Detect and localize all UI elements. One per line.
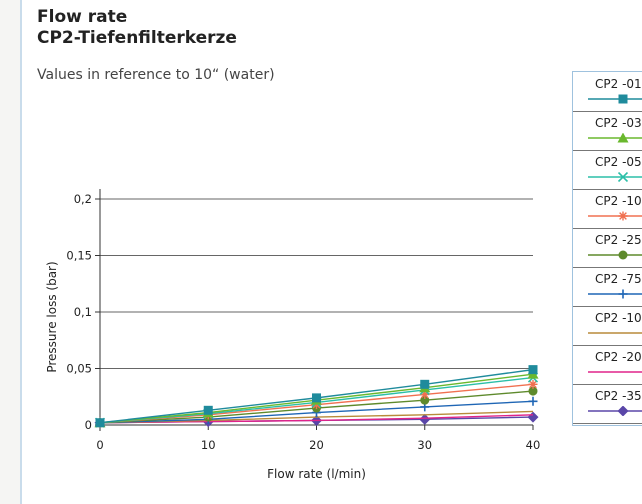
legend-swatch-marker: [618, 289, 628, 299]
series-cp2-200: [99, 414, 534, 424]
legend-swatch-marker: [617, 172, 629, 182]
data-point: [420, 389, 430, 399]
data-point: [419, 413, 431, 425]
y-tick-label: 0,1: [74, 305, 92, 319]
series-line: [99, 410, 534, 424]
y-tick-label: 0: [85, 418, 92, 432]
legend-item: CP2 -10: [573, 189, 642, 229]
legend-swatch-marker: [617, 406, 629, 416]
legend-swatch: [588, 289, 642, 299]
legend-item: CP2 -25: [573, 228, 642, 268]
legend-label: CP2 -100: [595, 311, 642, 325]
legend-label: CP2 -03: [595, 116, 642, 130]
data-point: [95, 418, 105, 428]
chart-title: Flow rate CP2-Tiefenfilterkerze: [37, 7, 237, 49]
y-tick-label: 0,15: [66, 249, 92, 263]
legend-label: CP2 -350: [595, 389, 642, 403]
legend-swatch-marker: [618, 94, 628, 104]
legend-item: CP2 -75: [573, 267, 642, 307]
legend-item: CP2 -01: [573, 72, 642, 112]
series-cp2-01: [95, 365, 538, 428]
data-point: [203, 405, 213, 415]
legend-swatch: [588, 332, 642, 334]
x-tick-label: 20: [309, 438, 324, 452]
legend-item: CP2 -05: [573, 150, 642, 190]
legend-swatch: [588, 371, 642, 373]
x-tick-label: 10: [201, 438, 216, 452]
legend-item: CP2 -03: [573, 111, 642, 151]
x-axis-title: Flow rate (l/min): [267, 467, 366, 481]
series-line: [99, 414, 534, 424]
series-cp2-100: [99, 410, 534, 424]
legend-swatch-marker: [618, 211, 628, 221]
data-point: [312, 393, 321, 403]
legend-item: CP2 -100: [573, 306, 642, 346]
legend-swatch: [588, 406, 642, 416]
title-line-1: Flow rate: [37, 7, 128, 27]
legend-label: CP2 -01: [595, 77, 642, 91]
data-point: [528, 365, 538, 375]
legend-swatch: [588, 133, 642, 143]
x-tick-label: 30: [417, 438, 432, 452]
data-point: [528, 379, 538, 389]
legend-swatch-marker: [618, 250, 628, 260]
legend-swatch: [588, 172, 642, 182]
legend-label: CP2 -25: [595, 233, 642, 247]
legend-label: CP2 -75: [595, 272, 642, 286]
data-point: [312, 400, 321, 410]
chart-subtitle: Values in reference to 10“ (water): [37, 67, 275, 83]
title-line-2: CP2-Tiefenfilterkerze: [37, 28, 237, 48]
legend-item: CP2 -350: [573, 384, 642, 424]
data-point: [528, 386, 538, 396]
legend-swatch: [588, 94, 642, 104]
data-point: [420, 395, 430, 405]
legend-swatch: [588, 211, 642, 221]
legend-label: CP2 -200: [595, 350, 642, 364]
data-point: [420, 379, 430, 389]
legend-item: CP2 -200: [573, 345, 642, 385]
legend-swatch: [588, 250, 642, 260]
data-point: [528, 396, 538, 406]
x-tick-label: 40: [526, 438, 541, 452]
y-axis-title: Pressure loss (bar): [45, 261, 59, 372]
legend-swatch-marker: [617, 133, 629, 143]
legend-label: CP2 -05: [595, 155, 642, 169]
legend-label: CP2 -10: [595, 194, 642, 208]
y-tick-label: 0,05: [66, 362, 92, 376]
data-point: [527, 411, 539, 423]
chart-legend: CP2 -01 CP2 -03 CP2 -05 CP2 -10 CP2 -25 CP2 -…: [572, 71, 642, 426]
x-tick-label: 0: [96, 438, 103, 452]
y-tick-label: 0,2: [74, 192, 92, 206]
